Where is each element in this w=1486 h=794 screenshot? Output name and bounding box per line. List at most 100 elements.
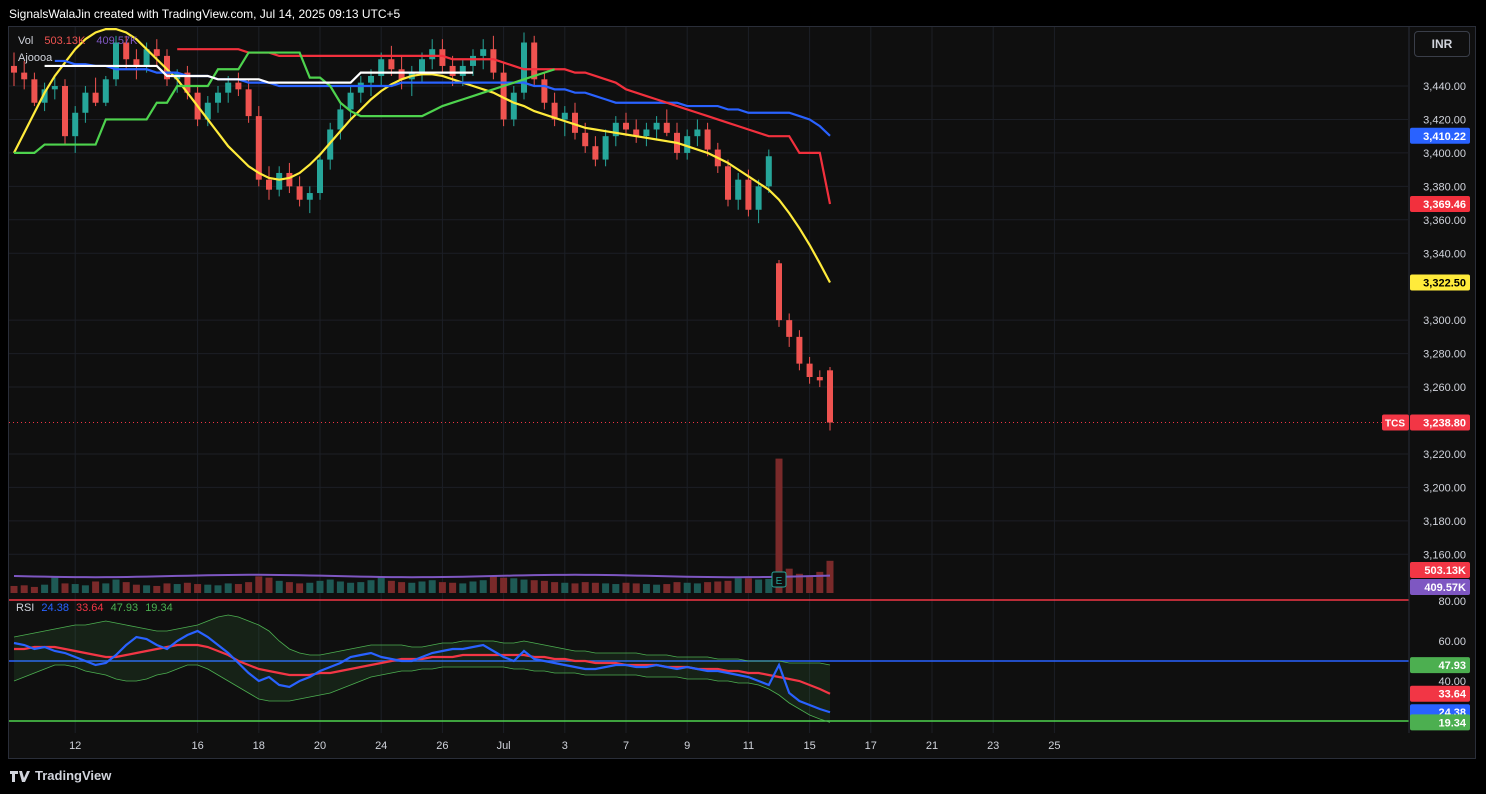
volume-bar — [785, 568, 793, 593]
price-tick-label: 3,420.00 — [1423, 114, 1466, 126]
volume-bar — [816, 571, 824, 593]
rsi-line — [13, 629, 831, 714]
volume-bar — [41, 584, 49, 593]
chart-frame[interactable] — [8, 26, 1476, 759]
yellow-ma-line — [13, 28, 831, 284]
volume-bar — [173, 584, 181, 593]
candle — [429, 49, 436, 60]
time-tick-label: 18 — [253, 740, 265, 752]
volume-bar — [398, 582, 406, 593]
volume-bar — [81, 585, 89, 593]
volume-bar — [143, 585, 151, 593]
price-tick-label: 3,380.00 — [1423, 181, 1466, 193]
volume-bar — [204, 584, 212, 593]
volume-bar — [673, 582, 681, 593]
candle — [225, 82, 232, 93]
volume-bar — [744, 578, 752, 593]
candle — [41, 89, 48, 103]
volume-bar — [826, 560, 834, 593]
volume-bar — [316, 580, 324, 593]
green-stop-line — [14, 51, 555, 154]
volume-bar — [377, 577, 385, 593]
rsi-legend-label: RSI — [16, 602, 35, 614]
volume-bar — [326, 579, 334, 593]
volume-bar — [489, 576, 497, 593]
candle — [551, 102, 558, 120]
volume-bar — [551, 582, 559, 593]
candle — [510, 92, 517, 120]
price-tag-2 — [1410, 195, 1470, 212]
volume-bar — [112, 579, 120, 593]
volume-bar — [367, 580, 375, 593]
volume-tag-1 — [1410, 562, 1470, 578]
price-tick-label: 3,280.00 — [1423, 349, 1466, 361]
tradingview-logo-icon — [10, 770, 30, 782]
candle — [541, 79, 548, 103]
volume-bar — [591, 582, 599, 593]
volume-bar — [296, 583, 304, 593]
white-stop-line — [44, 64, 473, 84]
candle — [317, 159, 323, 194]
volume-bar — [61, 583, 69, 593]
rsi-legend-value-2: 33.64 — [76, 602, 104, 614]
volume-bar — [530, 580, 538, 593]
volume-bar — [775, 458, 783, 593]
price-tick-label: 3,160.00 — [1423, 549, 1466, 561]
rsi-tag-2-label: 33.64 — [1438, 689, 1466, 701]
earnings-marker-icon[interactable] — [771, 571, 787, 588]
symbol-tag-label: TCS — [1385, 419, 1405, 430]
price-tag-3-label: 3,322.50 — [1423, 278, 1466, 290]
rsi-legend: RSI 24.38 33.64 47.93 19.34 — [16, 602, 173, 614]
rsi-tag-4-label: 19.34 — [1438, 717, 1466, 729]
volume-bar — [510, 578, 518, 593]
candle — [439, 49, 446, 66]
currency-button[interactable]: INR — [1414, 31, 1470, 57]
candle — [521, 42, 527, 93]
candle — [204, 102, 211, 120]
candle — [306, 193, 313, 200]
volume-bar — [693, 583, 701, 593]
volume-bar — [428, 580, 436, 593]
price-tag-4 — [1410, 414, 1470, 431]
volume-bar — [632, 583, 640, 593]
volume-bar — [806, 576, 814, 593]
rsi-tick-label: 80.00 — [1438, 596, 1466, 608]
time-tick-label: 24 — [375, 740, 387, 752]
candle — [419, 59, 425, 73]
volume-bar — [265, 577, 273, 593]
volume-bar — [122, 582, 130, 593]
price-tick-label: 3,180.00 — [1423, 516, 1466, 528]
candle — [133, 59, 140, 66]
volume-bar — [153, 585, 161, 593]
time-tick-label: 20 — [314, 740, 326, 752]
volume-bar — [194, 584, 202, 593]
volume-bar — [540, 580, 548, 593]
candle — [215, 92, 221, 103]
candle — [337, 109, 344, 130]
volume-bar — [51, 576, 59, 593]
candle — [235, 82, 242, 90]
volume-bar — [479, 580, 487, 593]
time-tick-label: 9 — [684, 740, 690, 752]
volume-bar — [336, 581, 344, 593]
candle — [735, 179, 742, 200]
footer-brand-label: TradingView — [35, 768, 112, 783]
volume-bar — [714, 581, 722, 593]
volume-bar — [469, 581, 477, 593]
candle — [255, 116, 262, 180]
time-tick-label: 16 — [191, 740, 203, 752]
volume-bar — [795, 573, 803, 593]
candle — [11, 65, 17, 73]
volume-bar — [234, 584, 242, 593]
candle — [368, 75, 374, 83]
rsi-legend-value-1: 24.38 — [41, 602, 69, 614]
volume-tag-2 — [1410, 579, 1470, 595]
footer-brand[interactable]: TradingView — [10, 768, 111, 783]
volume-bar — [183, 582, 191, 593]
candle — [72, 112, 79, 137]
volume-legend-label: Vol — [18, 35, 34, 47]
candle — [184, 72, 191, 93]
candle — [480, 49, 487, 56]
volume-bar — [704, 582, 712, 593]
